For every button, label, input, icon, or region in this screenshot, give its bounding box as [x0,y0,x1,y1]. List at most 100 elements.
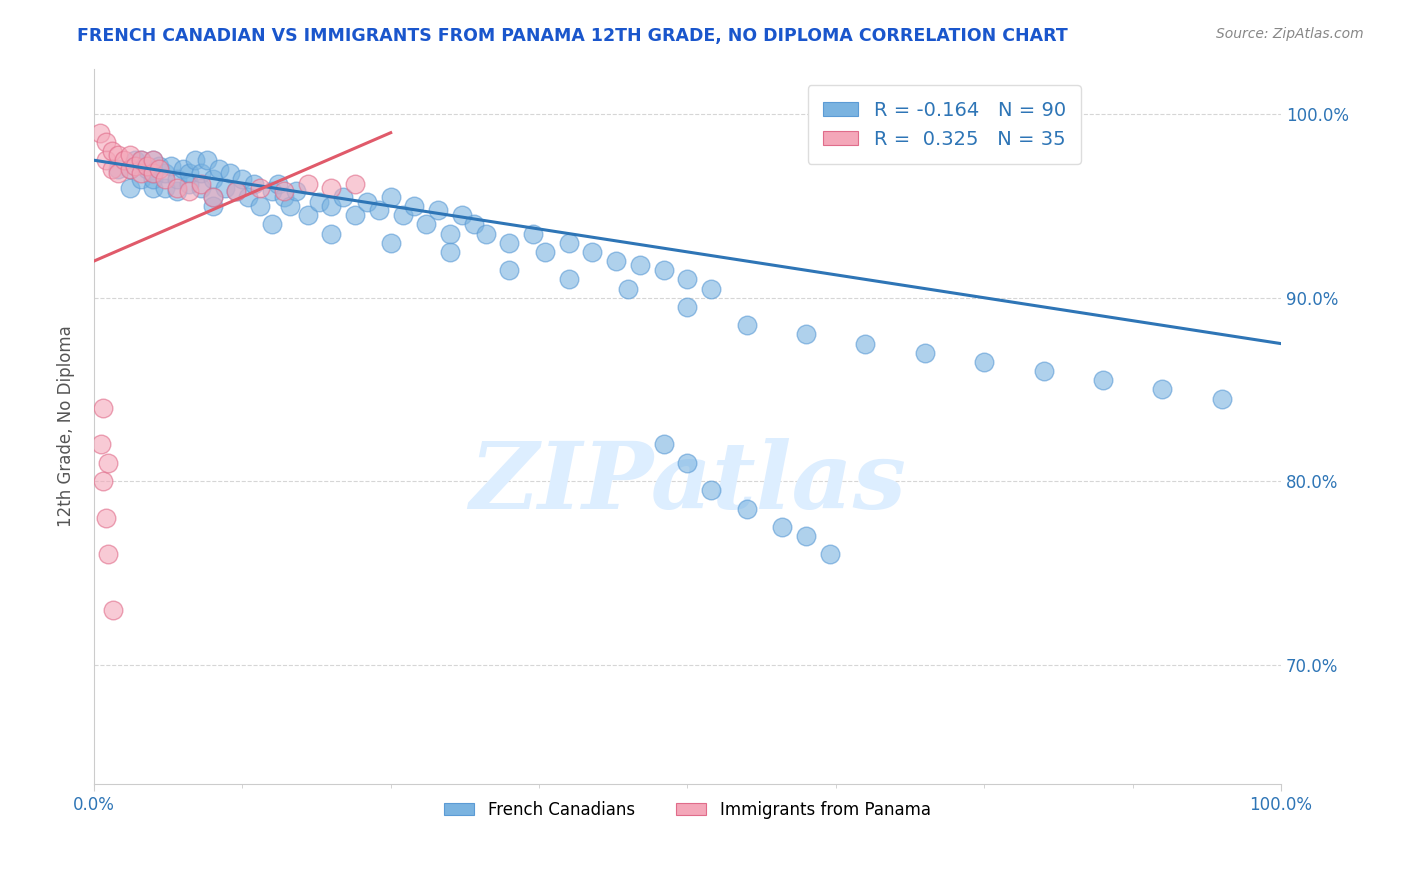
Point [260,185,283,199]
Point [107,147,129,161]
Point [238,190,260,204]
Point [1211,392,1233,406]
Point [260,218,283,232]
Point [380,190,402,204]
Point [267,177,290,191]
Point [308,195,330,210]
Point [628,258,651,272]
Point [794,529,817,543]
Point [131,153,153,168]
Point [136,162,159,177]
Point [770,520,793,534]
Point [100,144,122,158]
Point [124,159,146,173]
Point [89,126,111,140]
Point [142,166,165,180]
Point [498,235,520,250]
Point [148,159,170,173]
Point [914,345,936,359]
Point [297,177,319,191]
Point [90,437,112,451]
Point [700,282,723,296]
Point [190,166,212,180]
Point [391,208,413,222]
Point [1091,373,1114,387]
Point [201,199,224,213]
Point [522,227,544,241]
Point [131,153,153,168]
Point [321,180,343,194]
Point [142,153,165,168]
Point [463,218,485,232]
Point [131,166,153,180]
Point [136,159,159,173]
Point [153,171,176,186]
Point [201,171,224,186]
Point [273,190,295,204]
Point [148,162,170,177]
Point [201,190,224,204]
Point [97,548,120,562]
Point [142,171,165,186]
Point [278,199,301,213]
Point [160,159,183,173]
Point [1152,383,1174,397]
Point [172,162,194,177]
Point [94,511,117,525]
Point [249,180,271,194]
Point [93,401,115,415]
Y-axis label: 12th Grade, No Diploma: 12th Grade, No Diploma [58,326,75,527]
Point [243,177,266,191]
Point [321,227,343,241]
Text: ZIPatlas: ZIPatlas [470,438,905,528]
Point [605,254,627,268]
Point [201,190,224,204]
Point [356,195,378,210]
Point [142,166,165,180]
Point [225,185,247,199]
Point [973,355,995,369]
Point [94,153,117,168]
Point [321,199,343,213]
Legend: French Canadians, Immigrants from Panama: French Canadians, Immigrants from Panama [437,794,938,825]
Point [700,483,723,498]
Text: Source: ZipAtlas.com: Source: ZipAtlas.com [1216,27,1364,41]
Point [118,147,141,161]
Point [100,162,122,177]
Point [344,177,367,191]
Point [284,185,307,199]
Point [94,135,117,149]
Point [118,180,141,194]
Point [581,244,603,259]
Point [101,602,124,616]
Point [273,185,295,199]
Point [131,171,153,186]
Point [112,153,135,168]
Point [219,166,242,180]
Point [427,202,450,217]
Point [214,180,236,194]
Point [676,272,699,286]
Point [107,166,129,180]
Point [855,336,877,351]
Point [166,185,188,199]
Point [184,153,207,168]
Point [207,162,229,177]
Point [794,327,817,342]
Point [652,263,675,277]
Point [231,171,253,186]
Point [225,185,247,199]
Point [617,282,640,296]
Point [498,263,520,277]
Point [93,474,115,488]
Point [818,548,841,562]
Point [166,171,188,186]
Point [177,166,200,180]
Point [676,456,699,470]
Point [124,153,146,168]
Point [404,199,426,213]
Point [142,180,165,194]
Point [735,501,758,516]
Point [153,180,176,194]
Point [190,177,212,191]
